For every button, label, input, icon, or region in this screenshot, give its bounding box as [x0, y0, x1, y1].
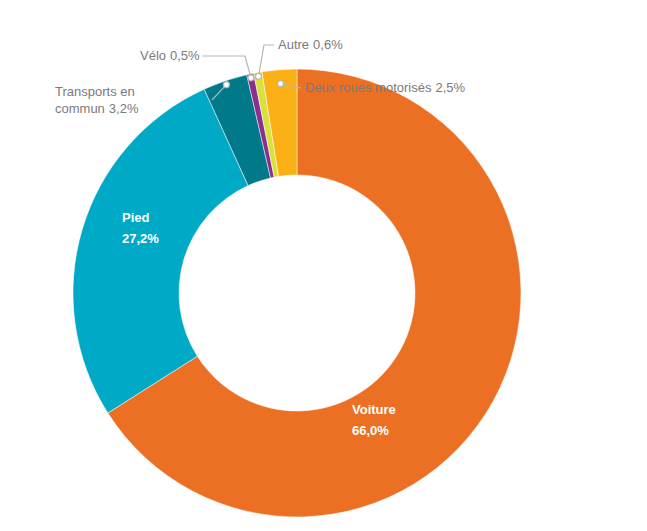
data-label: 2,5%: [435, 80, 465, 95]
chart: Voiture 66,0% Pied 27,2% Transports en commun…: [0, 0, 647, 531]
data-label: 3,2%: [109, 101, 139, 116]
leader-dot: [255, 73, 261, 79]
category-label: Autre: [278, 37, 309, 52]
leader-lines: [202, 45, 301, 100]
slices: [73, 69, 521, 517]
category-label: Pied: [122, 210, 150, 225]
data-label: 0,6%: [313, 37, 343, 52]
leader-line: [202, 56, 251, 78]
data-label: 27,2%: [122, 231, 159, 246]
leader-line: [258, 45, 274, 76]
slice: [73, 89, 248, 413]
label-line: Transports en: [55, 84, 135, 99]
leader-dot: [278, 81, 284, 87]
category-label: Deux roues motorisés: [305, 80, 432, 95]
category-label: Voiture: [352, 402, 396, 417]
data-label: 66,0%: [352, 423, 389, 438]
leader-dot: [223, 82, 229, 88]
labels: Voiture 66,0% Pied 27,2% Transports en commun…: [55, 37, 466, 438]
leader-dot: [248, 75, 254, 81]
data-label: 0,5%: [170, 48, 200, 63]
slice: [262, 69, 297, 176]
category-label: Vélo: [140, 48, 166, 63]
label-line: commun: [55, 101, 105, 116]
